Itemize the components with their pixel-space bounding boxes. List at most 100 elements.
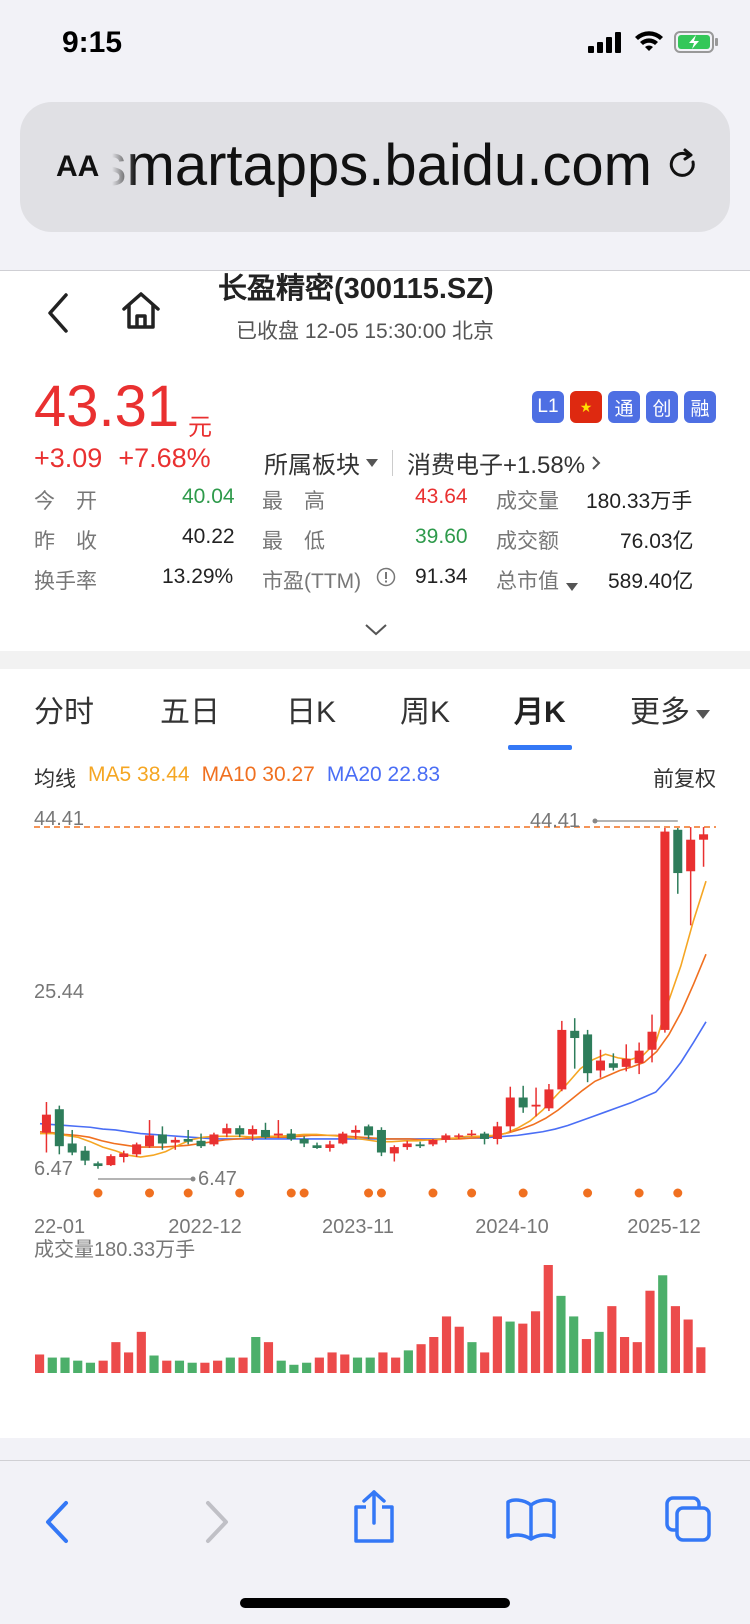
reader-aa-button[interactable]: AA [56, 150, 99, 184]
amount-value: 76.03亿 [620, 530, 694, 553]
status-time: 9:15 [62, 26, 123, 59]
signal-dot [634, 1188, 644, 1198]
back-arrow-icon[interactable] [42, 1499, 72, 1545]
adjust-mode-button[interactable]: 前复权 [653, 768, 716, 791]
volume-bar [238, 1357, 248, 1373]
caret-down-icon [566, 573, 578, 597]
volume-bar [683, 1319, 693, 1373]
candle-body [505, 1097, 515, 1127]
candle-body [273, 1133, 283, 1136]
volume-bar [416, 1344, 426, 1373]
caret-down-icon [696, 709, 710, 719]
tab-more[interactable]: 更多 [630, 687, 710, 731]
pe-label: 市盈(TTM) [262, 570, 362, 593]
share-icon[interactable] [352, 1489, 396, 1545]
candle-body [428, 1139, 438, 1145]
turnover-label: 换手率 [34, 570, 97, 593]
mcap-label[interactable]: 总市值 [496, 570, 559, 593]
volume-bar [289, 1364, 299, 1373]
open-value: 40.04 [182, 485, 235, 508]
volume-bar [162, 1360, 172, 1373]
candle-body [364, 1126, 374, 1136]
volume-bar [136, 1331, 146, 1373]
candle-body [248, 1129, 258, 1135]
volume-bar [670, 1306, 681, 1373]
tab-five-day[interactable]: 五日 [160, 696, 220, 729]
browser-toolbar [0, 1460, 750, 1624]
volume-chart[interactable] [0, 1261, 750, 1381]
candle-body [132, 1144, 142, 1155]
volume-bar [98, 1360, 108, 1373]
kline-chart[interactable]: 44.41 25.44 6.47 44.41 6.47 22-01 2022-12 2023-… [0, 789, 750, 1249]
status-bar: 9:15 [0, 0, 750, 92]
high-label: 最 高 [262, 490, 325, 513]
ma20-line [39, 1021, 707, 1140]
signal-dot [286, 1188, 296, 1198]
candle-body [673, 829, 683, 874]
sector-separator [392, 449, 393, 476]
period-tabs: 分时 五日 日K 周K 月K 更多 [0, 687, 750, 750]
stat-row: 换手率 13.29% 市盈(TTM) 91.34 总市值 589.40亿 [34, 565, 724, 605]
candle-body [299, 1138, 309, 1144]
reload-icon[interactable] [666, 148, 700, 184]
bookmarks-icon[interactable] [505, 1497, 557, 1541]
pe-value: 91.34 [415, 565, 468, 588]
volume-bar [403, 1350, 413, 1373]
volume-bar [85, 1362, 96, 1373]
forward-arrow-icon[interactable] [202, 1499, 232, 1545]
candle-body [325, 1144, 335, 1148]
candle-body [183, 1138, 193, 1142]
candle-body [93, 1163, 103, 1167]
sector-label: 所属板块 [264, 452, 360, 479]
volume-bar [149, 1355, 159, 1373]
candle-body [170, 1139, 180, 1143]
tab-monthly-k[interactable]: 月K [514, 696, 566, 729]
url-text[interactable]: smartapps.baidu.com [112, 132, 652, 202]
back-icon[interactable] [44, 291, 72, 335]
sector-selector[interactable]: 所属板块 消费电子+1.58% [264, 445, 601, 480]
tab-daily-k[interactable]: 日K [286, 696, 337, 729]
tabs-icon[interactable] [664, 1495, 712, 1543]
volume-bar [327, 1352, 337, 1373]
signal-dot [364, 1188, 374, 1198]
volume-bar [632, 1342, 642, 1373]
volume-value: 180.33万手 [586, 490, 693, 513]
high-value: 43.64 [415, 485, 468, 508]
connect-badge[interactable]: 通 [608, 391, 640, 423]
candle-body [595, 1060, 605, 1071]
low-marker-dot [190, 1176, 196, 1182]
volume-bar [467, 1342, 477, 1373]
volume-bar [556, 1295, 566, 1373]
volume-bar [213, 1360, 223, 1373]
status-icons [588, 30, 720, 54]
volume-bar [187, 1362, 197, 1373]
x-axis-label: 2022-12 [168, 1216, 241, 1238]
stat-row: 昨 收 40.22 最 低 39.60 成交额 76.03亿 [34, 525, 724, 565]
tab-weekly-k[interactable]: 周K [400, 696, 451, 729]
china-flag-badge[interactable]: ★ [570, 391, 602, 423]
ma10-value: MA10 30.27 [201, 763, 315, 786]
ma-label: 均线 [34, 768, 76, 791]
volume-bar [581, 1339, 591, 1373]
volume-bar [276, 1360, 286, 1373]
margin-badge[interactable]: 融 [684, 391, 716, 423]
info-icon[interactable] [376, 567, 396, 593]
volume-bar [696, 1347, 706, 1373]
volume-bar [645, 1290, 655, 1373]
signal-dot [518, 1188, 528, 1198]
address-bar[interactable]: AA smartapps.baidu.com [20, 102, 730, 232]
sector-value[interactable]: 消费电子+1.58% [407, 452, 586, 479]
level1-badge[interactable]: L1 [532, 391, 564, 423]
volume-bar [607, 1306, 617, 1373]
home-icon[interactable] [120, 289, 162, 331]
volume-bar [543, 1265, 553, 1373]
quote-card: 长盈精密(300115.SZ) 已收盘 12-05 15:30:00 北京 43… [0, 271, 750, 651]
volume-bar [73, 1360, 83, 1373]
ma10-line [39, 953, 707, 1148]
candle-body [531, 1104, 541, 1107]
chinext-badge[interactable]: 创 [646, 391, 678, 423]
candle-body [286, 1133, 296, 1139]
expand-chevron-icon[interactable] [364, 623, 388, 637]
tab-intraday[interactable]: 分时 [34, 696, 94, 729]
volume-bar [200, 1362, 210, 1373]
